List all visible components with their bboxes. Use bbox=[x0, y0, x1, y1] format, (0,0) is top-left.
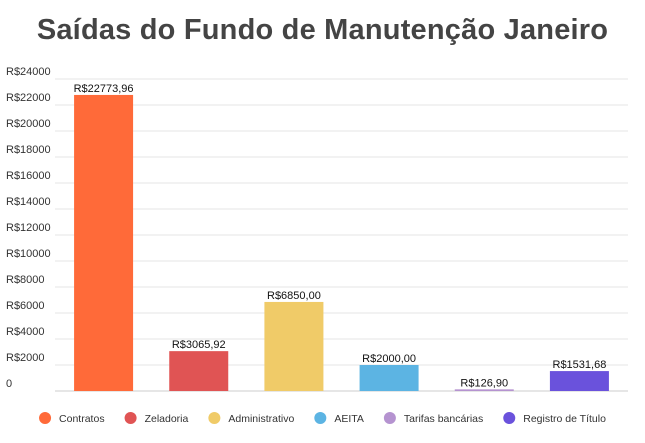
y-tick-label: R$12000 bbox=[6, 222, 51, 234]
bar-registro-de-t-tulo bbox=[549, 371, 609, 391]
y-tick-label: R$10000 bbox=[6, 248, 51, 260]
data-label: R$2000,00 bbox=[362, 353, 416, 365]
legend-label: Administrativo bbox=[228, 413, 294, 425]
data-label: R$22773,96 bbox=[74, 83, 134, 95]
data-label: R$126,90 bbox=[460, 377, 508, 389]
legend-item: Registro de Título bbox=[503, 412, 606, 425]
y-tick-label: R$6000 bbox=[6, 300, 45, 312]
legend-item: Zeladoria bbox=[124, 412, 189, 425]
legend: Contratos Zeladoria Administrativo AEITA Tar… bbox=[39, 412, 606, 425]
y-tick-label: 0 bbox=[6, 378, 12, 390]
grid-lines bbox=[55, 78, 628, 392]
bar-tarifas-banc-rias bbox=[454, 389, 514, 391]
legend-marker bbox=[503, 412, 516, 424]
legend-label: Contratos bbox=[59, 413, 105, 425]
y-tick-label: R$4000 bbox=[6, 326, 45, 338]
legend-marker bbox=[383, 412, 396, 424]
legend-item: Contratos bbox=[39, 412, 105, 425]
y-tick-label: R$20000 bbox=[6, 118, 51, 130]
legend-marker bbox=[124, 412, 137, 424]
data-labels: R$22773,96 R$3065,92 R$6850,00 R$2000,00 R$1… bbox=[74, 83, 607, 389]
legend-marker bbox=[208, 412, 221, 424]
data-label: R$3065,92 bbox=[172, 339, 226, 351]
legend-label: Zeladoria bbox=[145, 413, 189, 425]
legend-item: Tarifas bancárias bbox=[383, 412, 483, 425]
y-tick-label: R$22000 bbox=[6, 92, 51, 104]
legend-item: Administrativo bbox=[208, 412, 294, 425]
y-tick-label: R$8000 bbox=[6, 274, 45, 286]
bar-zeladoria bbox=[169, 351, 229, 391]
legend-label: Registro de Título bbox=[523, 413, 606, 425]
data-label: R$1531,68 bbox=[553, 359, 607, 371]
bar-aeita bbox=[359, 365, 419, 391]
data-label: R$6850,00 bbox=[267, 290, 321, 302]
y-tick-label: R$14000 bbox=[6, 196, 51, 208]
chart-title: Saídas do Fundo de Manutenção Janeiro bbox=[36, 14, 609, 46]
bars bbox=[74, 94, 609, 391]
legend-label: Tarifas bancárias bbox=[404, 413, 483, 425]
legend-item: AEITA bbox=[314, 412, 364, 425]
bar-administrativo bbox=[264, 301, 324, 391]
legend-marker bbox=[39, 412, 52, 424]
legend-label: AEITA bbox=[334, 413, 364, 425]
y-tick-label: R$16000 bbox=[6, 170, 51, 182]
y-tick-label: R$2000 bbox=[6, 352, 45, 364]
legend-marker bbox=[314, 412, 327, 424]
bar-contratos bbox=[74, 94, 134, 391]
y-tick-label: R$18000 bbox=[6, 144, 51, 156]
y-tick-label: R$24000 bbox=[6, 66, 51, 78]
y-axis-ticks: 0 R$2000 R$4000 R$6000 R$8000 R$10000 R$12000 R… bbox=[6, 66, 51, 390]
